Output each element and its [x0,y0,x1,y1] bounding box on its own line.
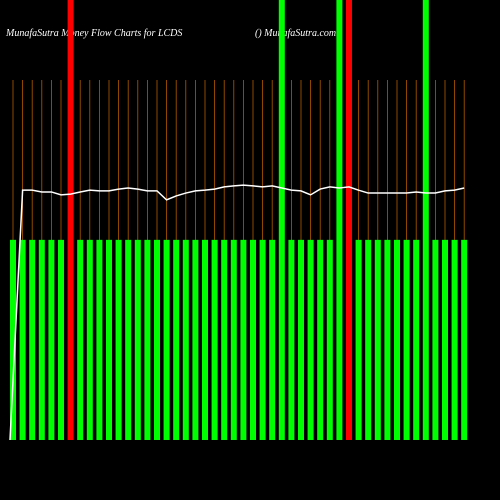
bar [394,239,400,440]
bar [86,239,93,440]
bar [230,239,237,440]
bar [442,239,448,440]
bar [163,239,170,440]
bar [403,239,410,440]
bar [144,239,151,440]
bar [288,239,295,440]
bar [154,239,160,440]
chart-subtitle: () MunafaSutra.com [255,28,336,39]
signal-band [422,0,429,440]
bar [29,239,36,440]
money-flow-line [9,184,465,441]
bar [384,239,391,440]
bar [326,239,333,440]
bar [374,239,381,440]
bar [38,239,45,440]
bar [48,239,55,440]
bar [355,239,362,440]
bar [269,239,276,440]
bar [19,239,26,440]
bar [106,239,112,440]
bar [307,239,314,440]
bar [365,239,372,440]
signal-band [336,0,343,440]
bar [413,239,420,440]
bar [192,239,199,440]
bar [202,239,208,440]
bar [115,239,122,440]
bar [96,239,103,440]
bar [317,239,324,440]
signal-band [278,0,285,440]
signal-band [67,0,74,440]
bar [461,239,468,440]
bar [182,239,189,440]
bar [259,239,266,440]
bar [451,239,458,440]
bar [77,239,84,440]
bar [10,239,16,440]
bar [134,239,141,440]
bar [240,239,247,440]
bar [298,239,304,440]
chart-title: MunafaSutra Money Flow Charts for LCDS [5,28,182,39]
bar [173,239,180,440]
bar [250,239,256,440]
bar [432,239,439,440]
bar [125,239,132,440]
bar [221,239,228,440]
signal-band [346,0,352,440]
bar [211,239,218,440]
bar [58,239,64,440]
